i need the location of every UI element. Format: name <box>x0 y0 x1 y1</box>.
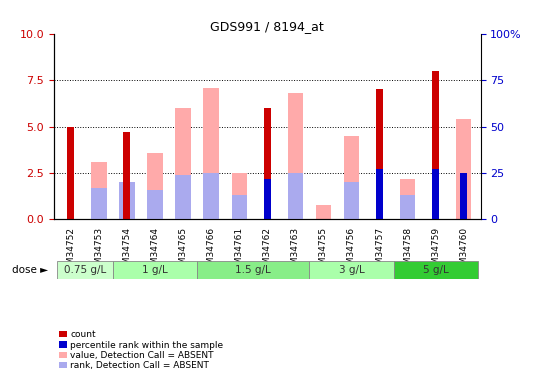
Bar <box>288 173 303 219</box>
Bar <box>204 88 219 219</box>
Legend: count, percentile rank within the sample, value, Detection Call = ABSENT, rank, : count, percentile rank within the sample… <box>58 330 224 370</box>
Bar <box>68 127 75 219</box>
Bar <box>400 178 415 219</box>
Bar <box>232 173 247 219</box>
Bar <box>57 261 113 279</box>
Bar <box>344 136 359 219</box>
Bar <box>91 188 106 219</box>
Bar <box>460 173 467 219</box>
Bar <box>113 261 197 279</box>
Bar <box>176 108 191 219</box>
Text: 3 g/L: 3 g/L <box>339 265 364 275</box>
Text: 5 g/L: 5 g/L <box>423 265 449 275</box>
Bar <box>376 90 383 219</box>
Bar <box>204 173 219 219</box>
Bar <box>147 153 163 219</box>
Bar <box>376 169 383 219</box>
Bar <box>197 261 309 279</box>
Bar <box>309 261 394 279</box>
Text: 1 g/L: 1 g/L <box>142 265 168 275</box>
Text: 1.5 g/L: 1.5 g/L <box>235 265 271 275</box>
Bar <box>91 162 106 219</box>
Bar <box>394 261 478 279</box>
Text: dose ►: dose ► <box>12 265 49 275</box>
Bar <box>432 169 439 219</box>
Bar <box>264 178 271 219</box>
Bar <box>456 119 471 219</box>
Bar <box>147 190 163 219</box>
Bar <box>232 195 247 219</box>
Bar <box>264 108 271 219</box>
Bar <box>400 195 415 219</box>
Bar <box>316 204 331 219</box>
Bar <box>124 132 131 219</box>
Bar <box>176 175 191 219</box>
Title: GDS991 / 8194_at: GDS991 / 8194_at <box>211 20 324 33</box>
Bar <box>119 182 134 219</box>
Bar <box>432 71 439 219</box>
Bar <box>288 93 303 219</box>
Text: 0.75 g/L: 0.75 g/L <box>64 265 106 275</box>
Bar <box>344 182 359 219</box>
